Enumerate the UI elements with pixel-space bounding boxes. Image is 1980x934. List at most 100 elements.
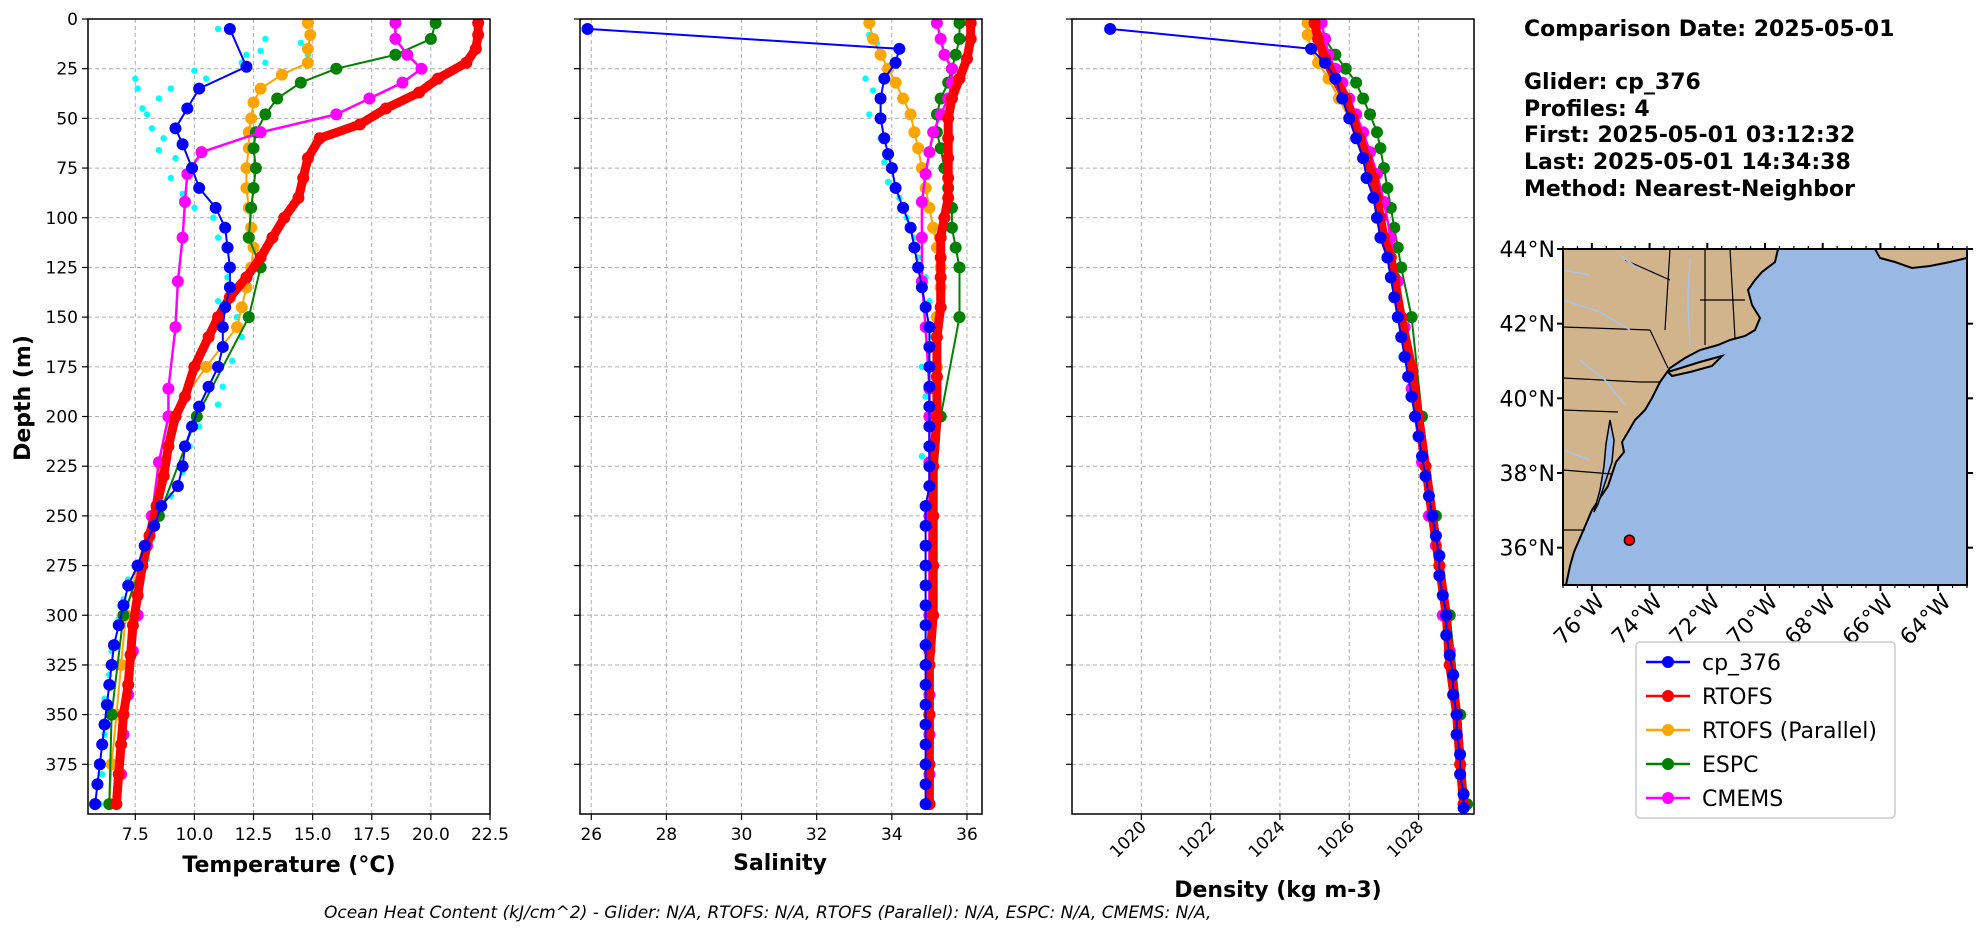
series-point-cp-376 — [874, 92, 887, 105]
series-point-cmems — [930, 19, 943, 29]
temperature-axis-title: Temperature (°C) — [182, 853, 395, 878]
series-point-cp-376 — [100, 698, 113, 711]
series-point-rtofs-parallel — [301, 19, 314, 29]
series-point-espc — [1374, 142, 1387, 155]
series-point-cmems — [915, 231, 928, 244]
map-lon-label: 68°W — [1780, 589, 1841, 650]
series-point-rtofs-parallel — [301, 56, 314, 69]
series-point-cp-376 — [1443, 649, 1456, 661]
glider-location-marker — [1623, 534, 1636, 546]
glider-profile-point — [214, 298, 222, 305]
series-point-cp-376 — [923, 360, 936, 373]
series-point-cp-376 — [919, 718, 932, 731]
series-point-cp-376 — [919, 539, 932, 552]
glider-profile-point — [155, 146, 163, 154]
series-point-cp-376 — [923, 440, 936, 453]
depth-axis-title: Depth (m) — [11, 335, 36, 461]
glider-profile-point — [922, 393, 929, 400]
series-point-rtofs — [131, 589, 144, 602]
series-point-cp-376 — [155, 499, 168, 512]
glider-profile-point — [191, 67, 198, 74]
series-point-cp-376 — [223, 261, 236, 274]
series-point-rtofs-parallel — [304, 28, 317, 41]
y-tick-label: 300 — [46, 606, 78, 626]
series-point-cp-376 — [96, 738, 109, 751]
series-point-espc — [953, 32, 966, 45]
series-point-rtofs — [930, 370, 943, 383]
series-point-cp-376 — [923, 420, 936, 433]
series-point-cp-376 — [1357, 152, 1370, 165]
series-point-cp-376 — [1318, 56, 1331, 69]
series-point-cp-376 — [1454, 748, 1467, 761]
series-point-cmems — [389, 19, 402, 29]
series-point-cp-376 — [240, 60, 253, 73]
glider-profile-point — [262, 59, 269, 66]
series-point-cp-376 — [919, 519, 932, 532]
series-point-rtofs — [202, 331, 215, 343]
series-point-espc — [424, 32, 437, 45]
x-tick-label: 17.5 — [353, 825, 391, 845]
y-tick-label: 25 — [56, 60, 78, 80]
series-point-cmems — [396, 76, 409, 89]
series-point-cp-376 — [193, 400, 206, 413]
series-point-cmems — [945, 62, 958, 75]
plot-area — [89, 19, 485, 811]
series-point-cp-376 — [923, 460, 936, 473]
series-point-cp-376 — [923, 380, 936, 393]
series-point-cp-376 — [212, 360, 225, 373]
series-point-cp-376 — [98, 718, 111, 731]
series-point-rtofs-parallel — [874, 48, 887, 61]
x-tick-label: 26 — [580, 825, 602, 845]
y-tick-label: 325 — [46, 656, 78, 676]
glider-profile-point — [148, 125, 156, 132]
series-point-espc — [1350, 76, 1363, 89]
series-point-cp-376 — [874, 112, 887, 125]
series-point-cp-376 — [1370, 211, 1383, 224]
series-point-rtofs-parallel — [254, 82, 267, 95]
x-tick-label: 32 — [806, 825, 828, 845]
series-point-espc — [1364, 108, 1377, 121]
series-point-espc — [1405, 311, 1418, 324]
series-point-cp-376 — [923, 321, 936, 334]
legend-label-cp-376: cp_376 — [1702, 651, 1781, 676]
series-point-cp-376 — [202, 380, 215, 393]
series-point-espc — [429, 19, 442, 29]
series-point-rtofs-parallel — [200, 360, 213, 373]
series-point-cmems — [195, 146, 208, 159]
axes-frame — [87, 18, 491, 815]
series-point-cp-376 — [169, 122, 182, 135]
series-point-rtofs — [353, 118, 366, 131]
series-point-rtofs-parallel — [919, 181, 932, 194]
series-point-cp-376 — [1391, 311, 1404, 324]
series-point-cp-376 — [893, 42, 906, 55]
series-point-rtofs-parallel — [247, 96, 260, 109]
series-point-cp-376 — [91, 778, 104, 791]
series-point-cp-376 — [223, 22, 236, 35]
series-point-cp-376 — [138, 539, 151, 552]
map-lat-label: 40°N — [1500, 387, 1555, 412]
series-point-rtofs — [934, 231, 947, 244]
series-point-rtofs — [964, 19, 977, 29]
series-point-rtofs — [964, 32, 977, 45]
series-point-cp-376 — [919, 301, 932, 314]
glider-profile-point — [229, 357, 236, 365]
series-point-cp-376 — [122, 579, 135, 592]
series-point-rtofs-parallel — [1301, 28, 1314, 41]
series-point-rtofs — [927, 509, 940, 522]
series-point-cp-376 — [878, 132, 891, 145]
series-point-cp-376 — [1412, 430, 1425, 443]
glider-profile-point — [160, 135, 167, 142]
series-point-cp-376 — [1360, 172, 1373, 184]
series-point-espc — [259, 108, 272, 121]
series-point-rtofs — [934, 271, 947, 284]
map-lat-label: 36°N — [1500, 537, 1555, 562]
series-point-espc — [247, 142, 260, 155]
series-point-cp-376 — [919, 698, 932, 711]
series-point-cp-376 — [219, 301, 232, 314]
series-point-rtofs — [112, 768, 125, 781]
y-tick-label: 175 — [46, 358, 78, 378]
series-point-cp-376 — [131, 559, 144, 572]
series-point-rtofs — [960, 52, 973, 65]
glider-profile-point — [862, 75, 869, 82]
series-point-rtofs — [124, 649, 137, 661]
